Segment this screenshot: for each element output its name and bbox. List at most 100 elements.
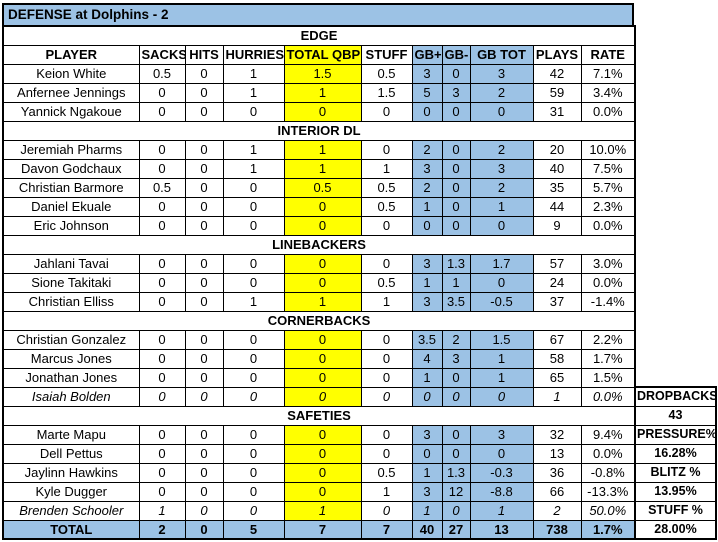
player-name-cell: Dell Pettus [2, 443, 140, 464]
stat-cell: 4 [411, 348, 443, 369]
stat-cell: 0 [411, 215, 443, 236]
stat-cell: 0.0% [580, 386, 636, 407]
stat-cell: 1 [138, 500, 186, 521]
stat-cell: 65 [532, 367, 582, 388]
side-panel-row: PRESSURE% [634, 424, 717, 445]
player-name-cell: Marte Mapu [2, 424, 140, 445]
player-name-cell: Yannick Ngakoue [2, 101, 140, 122]
stat-cell: 2 [469, 177, 534, 198]
stat-cell: 0 [283, 215, 362, 236]
side-panel-value: 43 [634, 405, 717, 426]
stat-cell: 1 [222, 291, 285, 312]
stat-cell: 67 [532, 329, 582, 350]
side-panel-label: STUFF % [634, 500, 717, 521]
side-panel: DROPBACKS 43 PRESSURE% 16.28% BLITZ % 13.95% S… [634, 386, 717, 540]
player-row: Christian Gonzalez 0 0 0 0 0 3.5 2 1.5 67 2.2% [2, 329, 636, 350]
column-header-row: PLAYER SACKS HITS HURRIES TOTAL QBP STUFF GB+ G… [2, 44, 636, 65]
stat-cell: 7.5% [580, 158, 636, 179]
stat-cell: 0 [138, 215, 186, 236]
player-name-cell: Davon Godchaux [2, 158, 140, 179]
stat-cell: 0 [138, 481, 186, 502]
side-panel-value: 16.28% [634, 443, 717, 464]
stat-cell: 0 [441, 367, 471, 388]
stat-cell: 0 [184, 329, 224, 350]
stat-cell: 0 [360, 101, 413, 122]
stat-cell: 3 [411, 481, 443, 502]
player-row: Keion White 0.5 0 1 1.5 0.5 3 0 3 42 7.1% [2, 63, 636, 84]
col-header-sacks: SACKS [138, 44, 186, 65]
stat-cell: 0 [222, 101, 285, 122]
player-row: Marte Mapu 0 0 0 0 0 3 0 3 32 9.4% [2, 424, 636, 445]
stat-cell: 1 [222, 82, 285, 103]
section-header-row: SAFETIES [1, 405, 637, 426]
stat-cell: 0 [184, 462, 224, 483]
player-row: Yannick Ngakoue 0 0 0 0 0 0 0 0 31 0.0% [2, 101, 636, 122]
section-title: CORNERBACKS [1, 310, 637, 331]
stat-cell: 31 [532, 101, 582, 122]
stat-cell: 0 [360, 386, 413, 407]
col-header-hits: HITS [184, 44, 224, 65]
stat-cell: 1.5 [283, 63, 362, 84]
stat-cell: 0.5 [283, 177, 362, 198]
stat-cell: 1 [360, 481, 413, 502]
stat-cell: 0 [222, 329, 285, 350]
stat-cell: 0 [184, 348, 224, 369]
total-stat-cell: 7 [283, 519, 362, 540]
stat-cell: 0 [222, 177, 285, 198]
stat-cell: 0 [222, 272, 285, 293]
stat-cell: 1 [283, 291, 362, 312]
stat-cell: 1 [283, 82, 362, 103]
stat-cell: 0.5 [360, 177, 413, 198]
stat-cell: 0 [360, 348, 413, 369]
stat-cell: 40 [532, 158, 582, 179]
stat-cell: 1.7 [469, 253, 534, 274]
stat-cell: 0 [222, 481, 285, 502]
col-header-rate: RATE [580, 44, 636, 65]
stat-cell: -13.3% [580, 481, 636, 502]
stat-cell: 0 [441, 158, 471, 179]
side-panel-row: 16.28% [634, 443, 717, 464]
stat-cell: 0 [411, 386, 443, 407]
stat-cell: 5 [411, 82, 443, 103]
stat-cell: 0 [184, 481, 224, 502]
player-row: Kyle Dugger 0 0 0 0 1 3 12 -8.8 66 -13.3% [2, 481, 636, 502]
player-row: Christian Elliss 0 0 1 1 1 3 3.5 -0.5 37 -1.4% [2, 291, 636, 312]
player-row: Eric Johnson 0 0 0 0 0 0 0 0 9 0.0% [2, 215, 636, 236]
stat-cell: 2 [532, 500, 582, 521]
total-stat-cell: 5 [222, 519, 285, 540]
player-name-cell: Sione Takitaki [2, 272, 140, 293]
stat-cell: 57 [532, 253, 582, 274]
stat-cell: 0 [138, 424, 186, 445]
stat-cell: 2 [469, 82, 534, 103]
stat-cell: 0 [283, 101, 362, 122]
side-panel-label: DROPBACKS [634, 386, 717, 407]
stat-cell: 0 [138, 367, 186, 388]
stat-cell: 5.7% [580, 177, 636, 198]
stat-cell: 3 [469, 424, 534, 445]
stat-cell: 0.5 [138, 63, 186, 84]
section-header-row: CORNERBACKS [1, 310, 637, 331]
stat-cell: 1 [360, 291, 413, 312]
stat-cell: 0.5 [360, 63, 413, 84]
stat-cell: 1 [441, 272, 471, 293]
stat-cell: 0 [222, 253, 285, 274]
stat-cell: 0 [360, 215, 413, 236]
total-stat-cell: 0 [184, 519, 224, 540]
stat-cell: 0 [441, 139, 471, 160]
stat-cell: 1.5% [580, 367, 636, 388]
stat-cell: 0 [138, 348, 186, 369]
player-name-cell: Anfernee Jennings [2, 82, 140, 103]
section-title: EDGE [1, 25, 637, 46]
player-row: Davon Godchaux 0 0 1 1 1 3 0 3 40 7.5% [2, 158, 636, 179]
stat-cell: 0.5 [360, 462, 413, 483]
total-stat-cell: 7 [360, 519, 413, 540]
stat-cell: 2.2% [580, 329, 636, 350]
stat-cell: 1 [469, 367, 534, 388]
stat-cell: 1 [469, 348, 534, 369]
stat-cell: 0 [184, 291, 224, 312]
stats-table-body: EDGE PLAYER SACKS HITS HURRIES TOTAL QBP STUFF… [1, 25, 637, 540]
stat-cell: 0 [283, 329, 362, 350]
total-stat-cell: 13 [469, 519, 534, 540]
stat-cell: 0 [138, 196, 186, 217]
